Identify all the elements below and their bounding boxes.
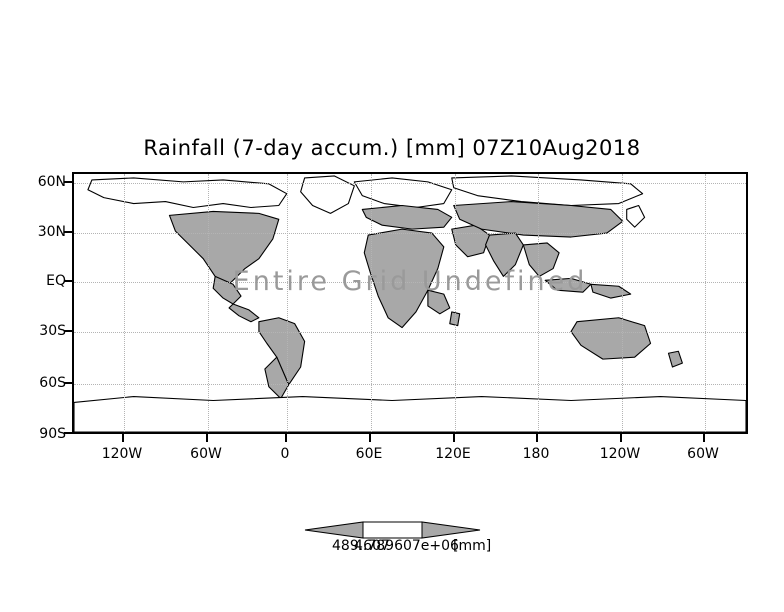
xtick-mark-180 <box>536 434 538 442</box>
page-title: Rainfall (7-day accum.) [mm] 07Z10Aug201… <box>143 136 641 160</box>
colorbar-graphic <box>304 521 481 539</box>
ytick-label-eq: EQ <box>46 273 66 289</box>
ytick-mark-90s <box>64 432 72 434</box>
ytick-mark-30n <box>64 231 72 233</box>
colorbar-label-high: 4.789607e+06 <box>354 538 459 554</box>
ytick-label-30n: 30N <box>37 224 66 240</box>
gridline-vertical <box>371 174 372 432</box>
ytick-mark-60n <box>64 181 72 183</box>
xtick-label-120e: 120E <box>435 446 471 462</box>
xtick-label-120w-1: 120W <box>101 446 143 462</box>
gridline-vertical <box>124 174 125 432</box>
colorbar-units-label: [mm] <box>453 538 492 554</box>
xtick-label-60w-2: 60W <box>687 446 719 462</box>
gridline-vertical <box>705 174 706 432</box>
xtick-label-60e: 60E <box>355 446 383 462</box>
ytick-label-90s: 90S <box>39 426 66 442</box>
xtick-mark-0 <box>285 434 287 442</box>
ytick-label-30s: 30S <box>39 323 66 339</box>
gridline-vertical <box>287 174 288 432</box>
xtick-mark-60w-2 <box>703 434 705 442</box>
xtick-label-180: 180 <box>522 446 550 462</box>
gridline-vertical <box>622 174 623 432</box>
xtick-mark-120w-1 <box>122 434 124 442</box>
gridline-horizontal <box>74 384 746 385</box>
xtick-mark-60e <box>369 434 371 442</box>
xtick-mark-120e <box>453 434 455 442</box>
world-map-graphic <box>74 175 746 432</box>
gridline-vertical <box>208 174 209 432</box>
ytick-label-60n: 60N <box>37 174 66 190</box>
gridline-vertical <box>538 174 539 432</box>
ytick-label-60s: 60S <box>39 375 66 391</box>
xtick-mark-120w-2 <box>620 434 622 442</box>
xtick-label-0: 0 <box>280 446 290 462</box>
gridline-horizontal <box>74 183 746 184</box>
gridline-vertical <box>455 174 456 432</box>
gridline-horizontal <box>74 332 746 333</box>
xtick-label-120w-2: 120W <box>599 446 641 462</box>
ytick-mark-eq <box>64 280 72 282</box>
gridline-horizontal <box>74 282 746 283</box>
gridline-horizontal <box>74 233 746 234</box>
map-plot-area[interactable]: Entire Grid Undefined <box>72 172 748 434</box>
ytick-mark-30s <box>64 330 72 332</box>
colorbar[interactable] <box>295 514 495 546</box>
ytick-mark-60s <box>64 382 72 384</box>
colorbar-label-low: 489.607 <box>332 538 390 554</box>
xtick-mark-60w-1 <box>206 434 208 442</box>
xtick-label-60w-1: 60W <box>190 446 222 462</box>
